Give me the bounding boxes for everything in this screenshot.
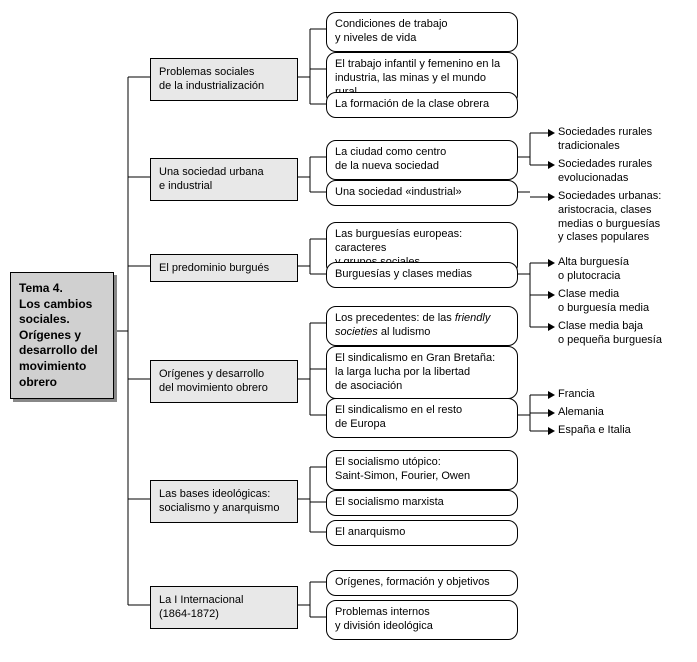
terminal-label: Alta burguesíao plutocracia (558, 256, 629, 284)
terminal-label: Clase mediao burguesía media (558, 288, 649, 316)
branch-node: Las bases ideológicas:socialismo y anarq… (150, 480, 298, 523)
tree-diagram: Tema 4.Los cambiossociales.Orígenes ydes… (10, 10, 687, 652)
arrow-icon (548, 193, 555, 201)
terminal-label: Francia (558, 388, 595, 402)
arrow-icon (548, 259, 555, 267)
leaf-node: Una sociedad «industrial» (326, 180, 518, 206)
arrow-icon (548, 323, 555, 331)
leaf-node: El socialismo utópico:Saint-Simon, Fouri… (326, 450, 518, 490)
branch-node: Problemas socialesde la industrializació… (150, 58, 298, 101)
arrow-icon (548, 427, 555, 435)
arrow-icon (548, 129, 555, 137)
branch-node: El predominio burgués (150, 254, 298, 282)
leaf-node: Los precedentes: de las friendlysocietie… (326, 306, 518, 346)
arrow-icon (548, 391, 555, 399)
leaf-node: El sindicalismo en el restode Europa (326, 398, 518, 438)
terminal-label: Sociedades ruralesevolucionadas (558, 158, 652, 186)
branch-node: La I Internacional(1864-1872) (150, 586, 298, 629)
terminal-label: Sociedades ruralestradicionales (558, 126, 652, 154)
arrow-icon (548, 409, 555, 417)
leaf-node: Condiciones de trabajoy niveles de vida (326, 12, 518, 52)
arrow-icon (548, 161, 555, 169)
leaf-node: Orígenes, formación y objetivos (326, 570, 518, 596)
leaf-node: Burguesías y clases medias (326, 262, 518, 288)
terminal-label: Sociedades urbanas:aristocracia, clasesm… (558, 190, 661, 245)
terminal-label: España e Italia (558, 424, 631, 438)
terminal-label: Alemania (558, 406, 604, 420)
leaf-node: La ciudad como centrode la nueva socieda… (326, 140, 518, 180)
leaf-node: El anarquismo (326, 520, 518, 546)
root-node: Tema 4.Los cambiossociales.Orígenes ydes… (10, 272, 114, 399)
leaf-node: La formación de la clase obrera (326, 92, 518, 118)
branch-node: Orígenes y desarrollodel movimiento obre… (150, 360, 298, 403)
leaf-node: El sindicalismo en Gran Bretaña:la larga… (326, 346, 518, 399)
branch-node: Una sociedad urbanae industrial (150, 158, 298, 201)
leaf-node: El socialismo marxista (326, 490, 518, 516)
terminal-label: Clase media bajao pequeña burguesía (558, 320, 662, 348)
leaf-node: Problemas internosy división ideológica (326, 600, 518, 640)
arrow-icon (548, 291, 555, 299)
